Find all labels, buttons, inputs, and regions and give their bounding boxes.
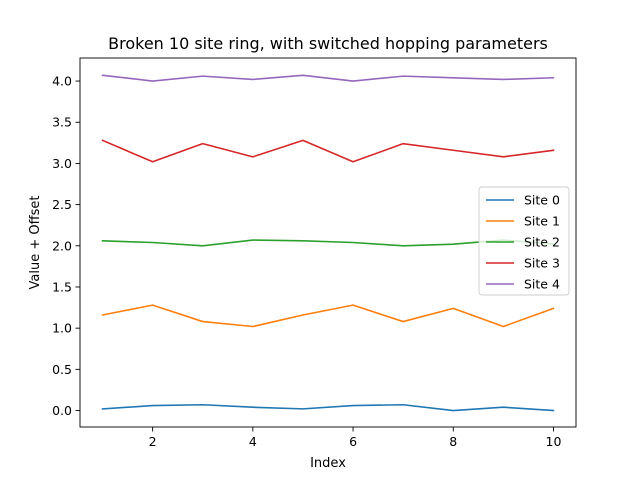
axis-ticks: 2 4 6 8 10 0.0 0.5 1.0 1.5 2.0 2.5 3.0 3.5 4.0 bbox=[52, 74, 561, 449]
legend-label-site-3: Site 3 bbox=[524, 256, 560, 271]
chart-title: Broken 10 site ring, with switched hoppi… bbox=[108, 34, 548, 53]
x-tick-label: 6 bbox=[349, 434, 357, 449]
y-tick-label: 3.5 bbox=[52, 115, 72, 130]
series-line-site-1 bbox=[101, 304, 555, 328]
series-lines bbox=[101, 74, 555, 412]
series-line-site-4 bbox=[101, 74, 555, 82]
y-tick-label: 3.0 bbox=[52, 156, 72, 171]
x-tick-label: 8 bbox=[449, 434, 457, 449]
y-tick-label: 1.0 bbox=[52, 321, 72, 336]
legend-label-site-0: Site 0 bbox=[524, 193, 560, 208]
series-line-site-0 bbox=[101, 403, 555, 412]
y-tick-label: 2.0 bbox=[52, 238, 72, 253]
x-tick-label: 2 bbox=[149, 434, 157, 449]
x-tick-label: 4 bbox=[249, 434, 257, 449]
y-axis-label: Value + Offset bbox=[28, 196, 43, 290]
legend-box bbox=[478, 186, 570, 296]
series-line-site-2 bbox=[101, 239, 555, 247]
y-tick-label: 2.5 bbox=[52, 197, 72, 212]
y-tick-label: 4.0 bbox=[52, 74, 72, 89]
legend: Site 0 Site 1 Site 2 Site 3 Site 4 bbox=[478, 186, 570, 296]
y-tick-label: 0.0 bbox=[52, 403, 72, 418]
y-tick-label: 0.5 bbox=[52, 362, 72, 377]
x-tick-label: 10 bbox=[546, 434, 562, 449]
legend-label-site-4: Site 4 bbox=[524, 277, 560, 292]
x-axis-label: Index bbox=[310, 456, 346, 471]
y-tick-label: 1.5 bbox=[52, 279, 72, 294]
series-line-site-3 bbox=[101, 139, 555, 163]
legend-label-site-2: Site 2 bbox=[524, 235, 560, 250]
plot-frame bbox=[79, 57, 577, 428]
legend-label-site-1: Site 1 bbox=[524, 214, 560, 229]
